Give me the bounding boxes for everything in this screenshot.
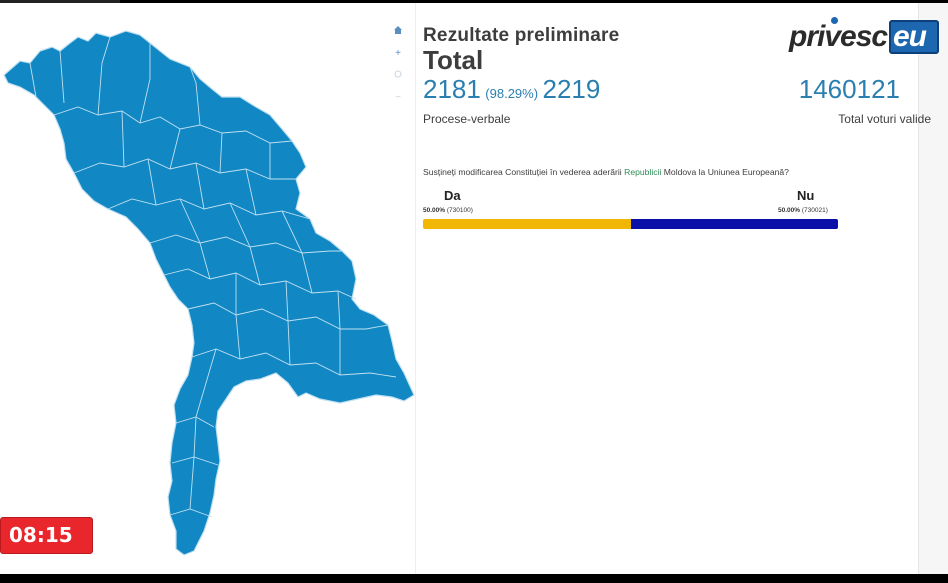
logo-text: privesc [789, 20, 888, 53]
result-bar [423, 219, 838, 229]
total-count: 2219 [542, 74, 601, 104]
map-panel [0, 3, 416, 574]
bottom-edge [0, 574, 948, 583]
referendum-question: Susțineți modificarea Constituției în ve… [423, 167, 789, 177]
map-divider [415, 3, 416, 574]
map-zoom-controls: + − [391, 25, 405, 113]
question-text-start: Susțineți modificarea Constituției în ve… [423, 167, 625, 177]
result-bar-yes [423, 219, 631, 229]
processed-percent: (98.29%) [485, 86, 539, 101]
valid-votes-label: Total voturi valide [838, 112, 931, 126]
zoom-out-button[interactable]: − [395, 92, 401, 103]
result-bar-no [630, 219, 838, 229]
valid-votes-value: 1460121 [798, 74, 900, 104]
option-no-result: 50.00% (730021) [778, 207, 828, 214]
results-header: Rezultate preliminare Total [423, 25, 903, 76]
protocol-counts-label: Procese-verbale [423, 112, 511, 126]
option-no-percent: 50.00% [778, 207, 801, 214]
option-yes-percent: 50.00% [423, 207, 446, 214]
home-icon[interactable] [391, 25, 405, 39]
right-strip [918, 3, 948, 574]
option-yes-result: 50.00% (730100) [423, 207, 473, 214]
logo-box [889, 20, 939, 54]
question-text-end: Moldova la Uniunea Europeană? [661, 167, 789, 177]
option-no-votes: (730021) [801, 207, 828, 214]
top-edge [0, 0, 120, 3]
option-no-label: Nu [797, 188, 815, 203]
processed-count: 2181 [423, 74, 481, 104]
results-title: Total [423, 45, 484, 75]
zoom-slider-icon[interactable] [391, 69, 405, 83]
valid-votes: 1460121 [799, 74, 900, 105]
logo-dot-icon [831, 17, 838, 24]
question-text-highlight: Republicii [624, 167, 662, 177]
district-borders [29, 36, 397, 518]
moldova-country-shape[interactable] [3, 30, 415, 556]
option-yes-votes: (730100) [446, 207, 473, 214]
moldova-map[interactable] [0, 3, 416, 574]
timer-badge: 08:15 [0, 517, 93, 554]
option-yes-label: Da [444, 188, 461, 203]
zoom-in-button[interactable]: + [395, 48, 401, 59]
logo-suffix: eu [893, 20, 927, 53]
protocol-counts: 2181 (98.29%) 2219 [423, 74, 600, 105]
results-subtitle: Rezultate preliminare [423, 25, 620, 46]
privesc-logo: privesc eu [789, 16, 941, 58]
